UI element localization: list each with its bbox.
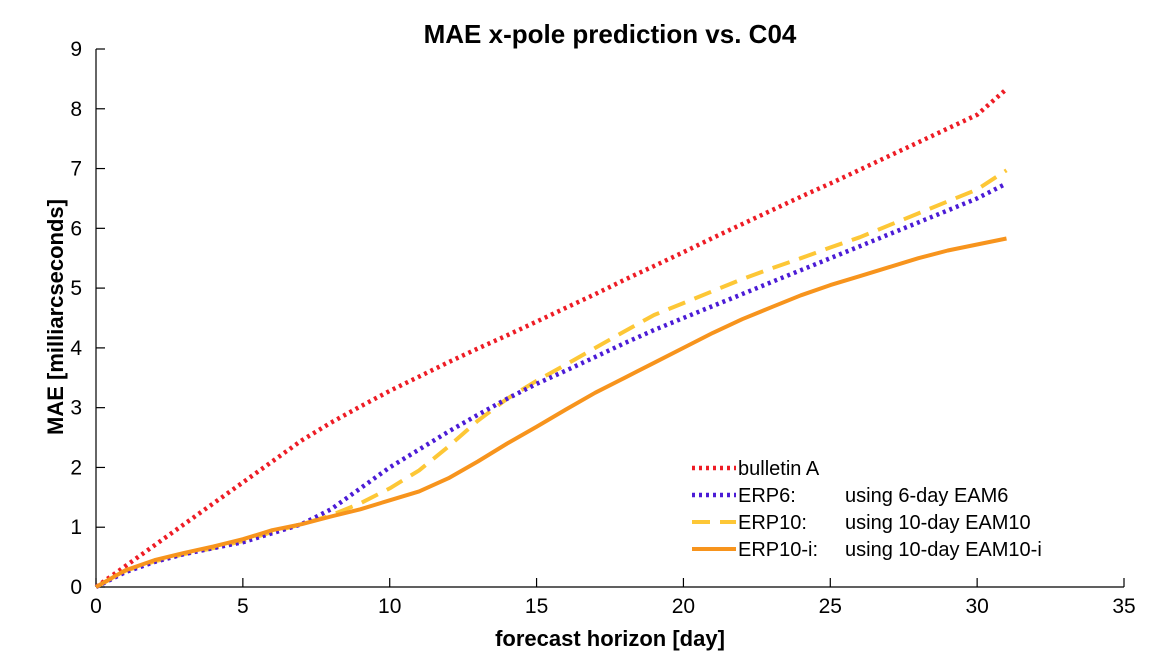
x-tick-label: 0 [90, 595, 102, 618]
series-line-erp10 [95, 168, 1008, 589]
x-tick-label: 35 [1112, 595, 1135, 618]
legend-desc-erp10: using 10-day EAM10 [845, 512, 1031, 534]
x-tick-label: 10 [378, 595, 401, 618]
y-tick-label: 2 [70, 456, 82, 479]
legend-desc-erp10-i: using 10-day EAM10-i [845, 539, 1042, 561]
y-axis-label: MAE [milliarcseconds] [43, 199, 68, 435]
legend-desc-erp6: using 6-day EAM6 [845, 485, 1008, 507]
x-tick-label: 30 [965, 595, 988, 618]
legend-label-bulletin-a: bulletin A [738, 458, 820, 480]
legend-label-erp10: ERP10: [738, 512, 807, 534]
series-layer [94, 87, 1008, 590]
legend: bulletin A ERP6: using 6-day EAM6 ERP10: usi… [692, 458, 1042, 561]
x-tick-label: 5 [237, 595, 249, 618]
y-tick-label: 9 [70, 38, 82, 61]
y-tick-label: 8 [70, 98, 82, 121]
chart-title: MAE x-pole prediction vs. C04 [424, 19, 797, 49]
y-tick-label: 3 [70, 397, 82, 420]
axes: 0 5 10 15 20 25 30 35 0 1 2 3 4 5 6 7 8 9 [70, 38, 1135, 618]
y-tick-label: 5 [70, 277, 82, 300]
legend-label-erp6: ERP6: [738, 485, 796, 507]
y-tick-label: 0 [70, 576, 82, 599]
y-tick-label: 1 [70, 516, 82, 539]
y-tick-label: 4 [70, 337, 82, 360]
legend-label-erp10-i: ERP10-i: [738, 539, 818, 561]
y-tick-label: 7 [70, 158, 82, 181]
series-line-erp10-i [95, 236, 1007, 589]
series-line-erp6 [94, 181, 1008, 590]
x-tick-label: 15 [525, 595, 548, 618]
series-line-bulletin-a [94, 87, 1008, 589]
x-axis-label: forecast horizon [day] [495, 626, 725, 651]
x-tick-label: 25 [819, 595, 842, 618]
x-tick-label: 20 [672, 595, 695, 618]
y-tick-label: 6 [70, 217, 82, 240]
